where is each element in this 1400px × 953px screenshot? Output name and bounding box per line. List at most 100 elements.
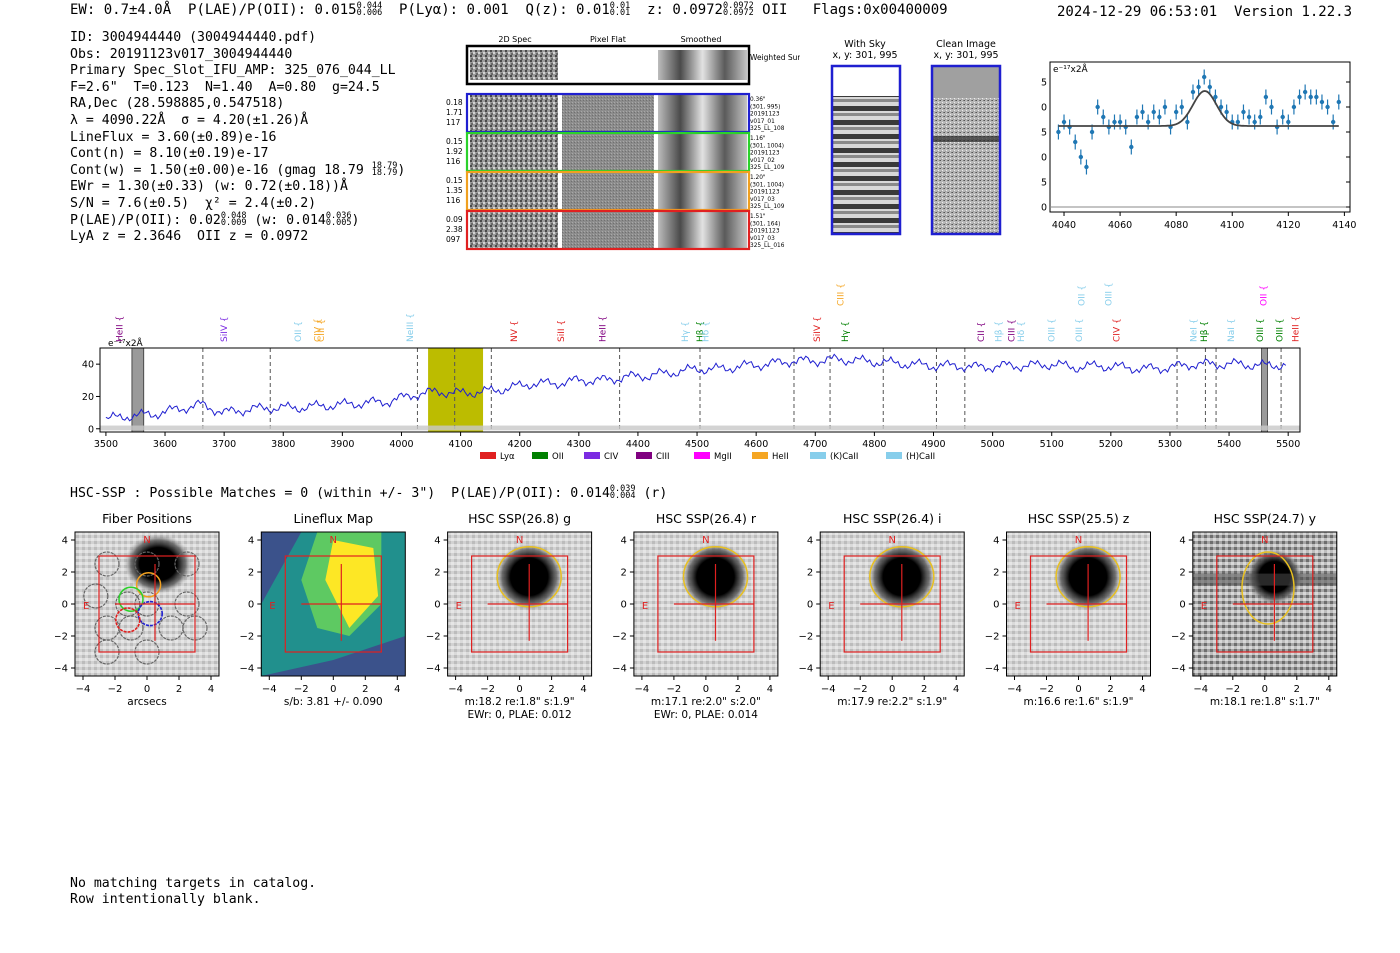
col-label-2dspec: 2D Spec: [498, 35, 531, 44]
hsc-xtick-label: −2: [480, 684, 495, 695]
hsc-xtick-label: −4: [262, 684, 277, 695]
spectrum-line-annotation: HeII {: [1291, 316, 1301, 342]
zoom-units-label: e⁻¹⁷x2Å: [1053, 63, 1089, 75]
zoom-point: [1101, 114, 1106, 120]
zoom-point: [1151, 109, 1156, 115]
zoom-point: [1297, 94, 1302, 100]
plae-hi: 0.044: [356, 1, 383, 11]
hsc-ytick-label: −4: [798, 664, 813, 675]
legend-swatch: [694, 452, 710, 459]
hsc-ytick-label: 4: [993, 536, 999, 547]
z-lo: 0.0972: [722, 8, 754, 18]
hsc-ytick-label: 4: [807, 536, 813, 547]
hsc-ytick-label: −2: [240, 632, 255, 643]
spectrum-line-annotation: CIV {: [314, 318, 324, 342]
spectrum-xtick-label: 5300: [1158, 439, 1182, 450]
spectrum-xtick-label: 4700: [803, 439, 827, 450]
with-sky-image: [832, 96, 900, 234]
info-lambda: λ = 4090.22Å σ = 4.20(±1.26)Å: [70, 112, 309, 128]
info-params: F=2.6" T=0.123 N=1.40 A=0.80 g=24.5: [70, 79, 380, 95]
plae2-hi: 0.048: [220, 210, 247, 221]
lineflux-peak: [325, 540, 379, 628]
hsc-xtick-label: −4: [448, 684, 463, 695]
legend-swatch: [480, 452, 496, 459]
spectrum-ytick-label: 0: [88, 424, 94, 435]
spectrum-xtick-label: 5400: [1217, 439, 1241, 450]
fiber-flat: [562, 95, 654, 131]
spectrum-units-label: e⁻¹⁷x2Å: [108, 337, 144, 349]
legend-swatch: [532, 452, 548, 459]
hsc-xtick-label: −2: [294, 684, 309, 695]
weighted-sum-row: Weighted Sum: [465, 44, 800, 86]
zoom-point: [1224, 109, 1229, 115]
hsc-y-streak: [1192, 573, 1337, 586]
hsc-ytick-label: 4: [1179, 536, 1185, 547]
footer-line2: Row intentionally blank.: [70, 892, 261, 907]
hsc-north-label: N: [516, 535, 523, 546]
zoom-point: [1325, 104, 1330, 110]
hsc-ytick-label: −4: [426, 664, 441, 675]
legend-label: (K)CaII: [830, 452, 858, 462]
zoom-point: [1314, 94, 1319, 100]
info-primary: Primary Spec_Slot_IFU_AMP: 325_076_044_L…: [70, 63, 396, 79]
spectrum-line-annotation: Hγ {: [681, 321, 691, 342]
fiber-right-label: v017_02: [750, 158, 775, 164]
spectrum-line-annotation: SiII {: [557, 320, 567, 342]
spectrum-xtick-label: 4900: [921, 439, 945, 450]
info-plae: P(LAE)/P(OII): 0.02 0.048 0.009 (w: 0.014 0…: [70, 210, 360, 228]
legend-label: (H)CaII: [906, 452, 935, 462]
fiber-left-label: 1.92: [446, 147, 463, 156]
plae2-w-hi: 0.036: [325, 210, 352, 221]
plae2-w: (w: 0.014: [254, 212, 326, 228]
spectrum-line-annotation: OII {: [294, 321, 304, 342]
hsc-caption: s/b: 3.81 +/- 0.090: [284, 696, 383, 708]
spectrum-line-annotation: Hδ {: [701, 321, 711, 342]
hsc-xtick-label: 0: [889, 684, 895, 695]
hsc-ytick-label: 0: [62, 600, 68, 611]
fiber-right-label: 1.20": [750, 175, 766, 181]
hsc-ytick-label: 0: [248, 600, 254, 611]
footer-line1: No matching targets in catalog.: [70, 876, 317, 891]
hsc-xtick-label: 2: [1294, 684, 1300, 695]
legend-label: Lyα: [500, 452, 515, 462]
zoom-ytick-label: 5: [1041, 178, 1047, 189]
z-value: z: 0.0972: [647, 2, 723, 18]
info-sn: S/N = 7.6(±0.5) χ² = 2.4(±0.2): [70, 195, 317, 211]
spectrum-xtick-label: 4800: [862, 439, 886, 450]
zoom-point: [1173, 109, 1179, 115]
fiber-flat: [562, 134, 654, 170]
spectrum-line-annotation: SiIV {: [813, 316, 823, 342]
hsc-ytick-label: −4: [1171, 664, 1186, 675]
spectrum-axes-frame: [99, 347, 1301, 433]
zoom-point: [1202, 74, 1207, 80]
fiber-flat: [562, 173, 654, 209]
hsc-line-hi: 0.039: [609, 484, 636, 494]
line-fit-chart: e⁻¹⁷x2Å 4040 4060 4080 4100 4120 4140 0 5 10 15 20 2…: [1040, 61, 1356, 231]
hsc-xtick-label: 4: [1139, 684, 1145, 695]
contw-lo: 18.79: [371, 167, 398, 178]
fiber-left-label: 0.18: [446, 98, 463, 107]
hsc-east-label: E: [83, 601, 89, 612]
clean-image-line: [932, 136, 1000, 142]
zoom-ytick-label: 25: [1040, 78, 1047, 89]
hsc-panel-title: Fiber Positions: [102, 511, 192, 526]
spectrum-line-annotation: Hδ {: [1017, 321, 1027, 342]
zoom-point: [1095, 104, 1100, 110]
fiber-smoothed: [658, 95, 747, 131]
zoom-ytick-label: 20: [1040, 103, 1047, 114]
fiber-right-label: (301, 1004): [750, 182, 784, 188]
hsc-north-label: N: [330, 535, 337, 546]
legend-label: CIII: [656, 452, 669, 462]
hsc-ytick-label: −2: [426, 632, 441, 643]
zoom-point: [1258, 114, 1263, 120]
flags-value: Flags:0x00400009: [812, 2, 948, 18]
fiber-2dspec: [470, 134, 558, 170]
info-lineflux: LineFlux = 3.60(±0.89)e-16: [70, 129, 277, 145]
fiber-circle-red: [115, 607, 141, 633]
spectrum-xtick-label: 3800: [271, 439, 295, 450]
hsc-ytick-label: −2: [985, 632, 1000, 643]
hsc-ytick-label: 0: [621, 600, 627, 611]
hsc-line: HSC-SSP : Possible Matches = 0 (within +…: [70, 484, 667, 501]
spectrum-line-annotation: HeII {: [598, 316, 608, 342]
info-block: ID: 3004944440 (3004944440.pdf) Obs: 201…: [70, 30, 405, 246]
